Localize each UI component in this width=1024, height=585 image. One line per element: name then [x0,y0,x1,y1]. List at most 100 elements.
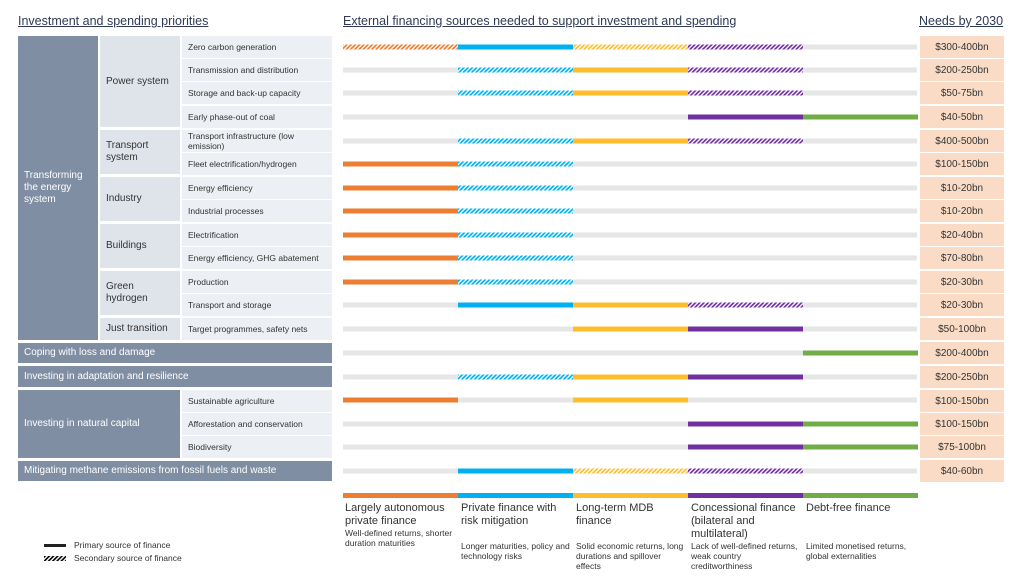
primary-bar-segment [573,374,688,380]
category-natural-capital: Investing in natural capital [18,390,180,458]
subcategory-industry: Industry [100,177,180,221]
subcategory-transport-system: Transport system [100,130,180,174]
legend-secondary-label: Secondary source of finance [74,553,182,563]
row-track [343,444,917,450]
subcategory-power-system: Power system [100,36,180,127]
row-label: Energy efficiency [182,177,332,199]
need-value: $200-250bn [920,366,1004,388]
category-energy-system: Transforming the energy system [18,36,98,340]
primary-bar-segment [573,302,688,308]
primary-bar-segment [803,350,918,356]
secondary-bar-segment [688,468,803,474]
row-label: Production [182,271,332,293]
secondary-bar-segment [458,255,573,261]
primary-bar-segment [688,326,803,332]
subcategory-just-transition: Just transition [100,318,180,340]
primary-bar-segment [343,232,458,238]
primary-bar-segment [573,138,688,144]
legend-title: Largely autonomous private finance [345,502,445,527]
legend-col-1: Private finance with risk mitigation Lon… [461,502,573,561]
primary-bar-segment [573,67,688,73]
primary-bar-segment [688,114,803,120]
row-track [343,232,917,238]
row-label: Fleet electrification/hydrogen [182,153,332,175]
legend-desc: Limited monetised returns, global extern… [806,541,907,561]
need-value: $100-150bn [920,153,1004,175]
legend-color-bar [688,493,803,498]
legend-col-3: Concessional finance (bilateral and mult… [691,502,803,571]
secondary-bar-segment [458,67,573,73]
row-label: Early phase-out of coal [182,106,332,128]
primary-bar-segment [803,444,918,450]
primary-bar-segment [343,279,458,285]
legend-color-bar [573,493,688,498]
secondary-bar-segment [688,67,803,73]
row-label: Electrification [182,224,332,246]
secondary-bar-segment [573,44,688,50]
row-track [343,279,917,285]
legend-title: Concessional finance (bilateral and mult… [691,502,796,540]
row-label: Transport and storage [182,294,332,316]
subcategory-buildings: Buildings [100,224,180,268]
subcategory-green-hydrogen: Green hydrogen [100,271,180,315]
row-label: Biodiversity [182,436,332,458]
need-value: $10-20bn [920,200,1004,222]
primary-bar-segment [458,302,573,308]
primary-bar-segment [343,208,458,214]
need-value: $50-100bn [920,318,1004,340]
row-label: Afforestation and conservation [182,413,332,435]
row-label: Industrial processes [182,200,332,222]
secondary-bar-segment [458,185,573,191]
need-value: $40-60bn [920,460,1004,482]
primary-bar-segment [458,468,573,474]
category-methane: Mitigating methane emissions from fossil… [18,461,332,481]
primary-bar-segment [573,397,688,403]
row-track [343,421,917,427]
primary-bar-segment [688,374,803,380]
row-label: Energy efficiency, GHG abatement [182,247,332,269]
need-value: $50-75bn [920,82,1004,104]
legend-col-2: Long-term MDB finance Solid economic ret… [576,502,688,571]
row-track [343,114,917,120]
need-value: $200-250bn [920,59,1004,81]
primary-bar-segment [573,90,688,96]
row-label: Transport infrastructure (low emission) [182,130,332,152]
legend-title: Long-term MDB finance [576,502,654,527]
legend-col-0: Largely autonomous private finance Well-… [345,502,455,548]
primary-bar-segment [343,161,458,167]
row-track [343,208,917,214]
secondary-bar-segment [458,232,573,238]
secondary-bar-segment [688,90,803,96]
need-value: $40-50bn [920,106,1004,128]
secondary-bar-segment [458,208,573,214]
category-loss-damage: Coping with loss and damage [18,343,332,363]
secondary-bar-segment [458,279,573,285]
secondary-bar-segment [458,161,573,167]
primary-bar-segment [688,444,803,450]
header-needs: Needs by 2030 [919,14,1004,28]
legend-secondary: Secondary source of finance [44,553,182,563]
category-adaptation: Investing in adaptation and resilience [18,366,332,387]
need-value: $70-80bn [920,247,1004,269]
secondary-bar-segment [343,44,458,50]
row-label: Transmission and distribution [182,59,332,81]
legend-desc: Well-defined returns, shorter duration m… [345,528,453,548]
need-value: $400-500bn [920,130,1004,152]
row-label: Zero carbon generation [182,36,332,58]
legend-color-bar [803,493,918,498]
legend-color-bar [458,493,573,498]
secondary-bar-segment [573,468,688,474]
row-track [343,350,917,356]
need-value: $200-400bn [920,342,1004,364]
primary-bar-segment [458,44,573,50]
secondary-bar-segment [688,138,803,144]
need-value: $75-100bn [920,436,1004,458]
secondary-swatch [44,555,66,561]
need-value: $10-20bn [920,177,1004,199]
legend-color-bar [343,493,458,498]
row-track [343,255,917,261]
secondary-bar-segment [458,90,573,96]
primary-bar-segment [343,185,458,191]
row-label: Sustainable agriculture [182,390,332,412]
